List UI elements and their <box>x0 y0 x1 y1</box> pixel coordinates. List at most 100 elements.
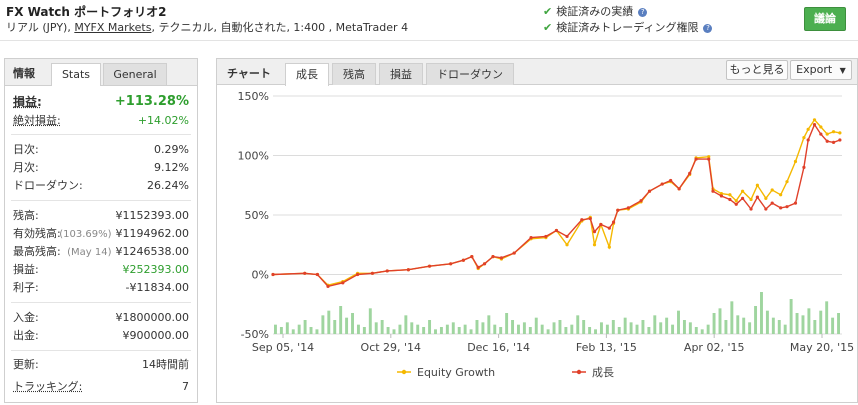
divider <box>11 134 191 135</box>
tab-stats[interactable]: Stats <box>51 63 101 86</box>
equity-growth-point <box>812 118 817 122</box>
growth-point <box>707 157 711 161</box>
growth-point <box>719 194 724 198</box>
volume-bar <box>736 315 740 334</box>
volume-bar <box>564 327 568 334</box>
growth-point <box>499 256 504 260</box>
equity-growth-point <box>734 199 738 203</box>
export-dropdown[interactable]: Export ▼ <box>790 60 852 80</box>
updated-label: 更新: <box>13 358 39 371</box>
interest-row: 利子: -¥11834.00 <box>13 281 189 295</box>
deposits-row: 入金: ¥1800000.00 <box>13 311 189 325</box>
growth-point <box>616 208 620 212</box>
volume-bar <box>356 324 360 334</box>
verified-trading-privileges-label: 検証済みトレーディング権限 <box>556 21 699 34</box>
tab-growth[interactable]: 成長 <box>285 63 329 86</box>
growth-point <box>449 262 453 266</box>
growth-point <box>370 271 375 275</box>
chart-panel: チャート 成長 残高 損益 ドローダウン もっと見る Export ▼ 150%… <box>216 58 858 403</box>
interest-label: 利子: <box>13 281 39 294</box>
growth-point <box>639 199 643 203</box>
legend-marker <box>401 369 407 375</box>
volume-bar <box>540 324 544 334</box>
growth-point <box>793 201 798 205</box>
x-tick-label: Sep 05, '14 <box>252 341 314 354</box>
growth-point <box>749 207 753 211</box>
volume-bar <box>380 320 384 334</box>
tab-drawdown[interactable]: ドローダウン <box>426 63 514 85</box>
y-tick-label: 100% <box>238 150 269 163</box>
export-label: Export <box>796 63 833 76</box>
equity-growth-point <box>764 196 768 200</box>
equity-growth-point <box>806 127 810 131</box>
equity-row: 有効残高: (103.69%) ¥1194962.00 <box>13 227 189 241</box>
volume-bar <box>546 329 550 334</box>
volume-bar <box>582 320 586 334</box>
volume-bar <box>522 322 526 334</box>
daily-row: 日次: 0.29% <box>13 143 189 157</box>
withdrawals-row: 出金: ¥900000.00 <box>13 329 189 343</box>
tab-general[interactable]: General <box>103 63 167 85</box>
equity-value: ¥1194962.00 <box>115 227 189 240</box>
volume-bar <box>599 322 603 334</box>
withdrawals-label: 出金: <box>13 329 39 342</box>
tab-profit[interactable]: 損益 <box>379 63 423 85</box>
growth-point <box>580 218 584 222</box>
discuss-button[interactable]: 議論 <box>804 7 846 31</box>
equity-growth-point <box>785 180 789 184</box>
help-icon[interactable]: ? <box>703 24 713 33</box>
equity-growth-point <box>779 193 783 197</box>
volume-bar <box>345 317 349 334</box>
volume-bar <box>665 317 669 334</box>
equity-label: 有効残高: <box>13 227 61 240</box>
broker-link[interactable]: MYFX Markets <box>74 21 152 34</box>
volume-bar <box>807 308 811 334</box>
abs-gain-label: 絶対損益: <box>13 114 61 127</box>
volume-bar <box>368 308 372 334</box>
growth-point <box>271 272 275 277</box>
help-icon[interactable]: ? <box>638 8 648 17</box>
stats-tabbar: 情報 Stats General <box>5 59 197 86</box>
divider <box>11 350 191 351</box>
volume-bar <box>362 327 366 334</box>
volume-bar <box>499 327 503 334</box>
account-subtitle: リアル (JPY), MYFX Markets, テクニカル, 自動化された, … <box>6 19 408 35</box>
equity-growth-point <box>728 193 732 197</box>
growth-point <box>802 165 806 169</box>
equity-growth-point <box>802 136 806 140</box>
tab-chart: チャート <box>227 67 271 80</box>
daily-value: 0.29% <box>154 143 189 156</box>
more-button[interactable]: もっと見る <box>726 60 788 80</box>
volume-bar <box>629 322 633 334</box>
balance-label: 残高: <box>13 209 39 222</box>
volume-bar <box>374 322 378 334</box>
growth-point <box>838 138 842 142</box>
x-tick-label: May 20, '15 <box>790 341 854 354</box>
growth-point <box>694 157 698 161</box>
growth-point <box>764 207 768 211</box>
volume-bar <box>623 317 627 334</box>
drawdown-row: ドローダウン: 26.24% <box>13 179 189 193</box>
volume-bar <box>445 324 449 334</box>
volume-bar <box>493 324 497 334</box>
balance-row: 残高: ¥1152393.00 <box>13 209 189 223</box>
growth-line <box>272 123 841 288</box>
growth-point <box>607 226 611 230</box>
x-tick-label: Feb 13, '15 <box>576 341 637 354</box>
tab-balance[interactable]: 残高 <box>332 63 376 85</box>
volume-bar <box>718 308 722 334</box>
volume-bar <box>777 320 781 334</box>
checkmark-icon: ✔ <box>543 21 553 34</box>
equity-growth-point <box>755 183 759 187</box>
volume-bar <box>611 320 615 334</box>
volume-bar <box>813 320 817 334</box>
tracking-label[interactable]: トラッキング: <box>13 380 83 393</box>
growth-point <box>491 255 495 259</box>
volume-bar <box>659 322 663 334</box>
volume-bar <box>511 320 515 334</box>
growth-point <box>544 234 548 239</box>
volume-bar <box>682 320 686 334</box>
volume-bar <box>588 327 592 334</box>
checkmark-icon: ✔ <box>543 5 553 18</box>
growth-point <box>734 202 738 206</box>
